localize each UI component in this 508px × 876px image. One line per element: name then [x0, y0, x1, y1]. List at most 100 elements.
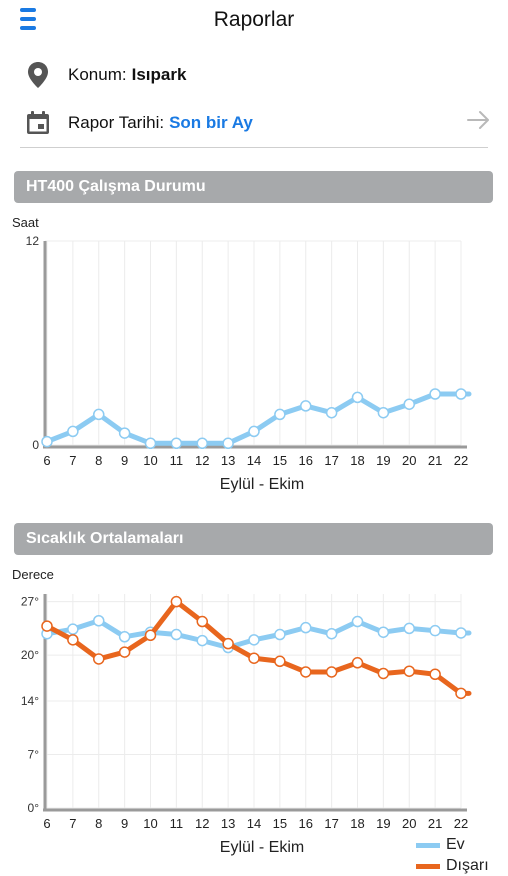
page-title: Raporlar	[213, 8, 295, 31]
data-point	[325, 666, 338, 678]
data-point	[248, 634, 260, 646]
x-tick-label: 14	[247, 453, 261, 468]
location-label: Konum:	[68, 65, 127, 84]
x-tick-label: 20	[402, 816, 416, 831]
data-point	[403, 665, 415, 677]
y-tick-label: 0	[32, 438, 39, 452]
divider	[20, 147, 488, 148]
data-point	[196, 437, 208, 450]
section-header-operation: HT400 Çalışma Durumu	[14, 171, 493, 203]
y-axis-unit-label: Saat	[12, 215, 39, 230]
data-point	[377, 406, 390, 419]
x-tick-label: 22	[454, 816, 468, 831]
data-point	[274, 408, 286, 421]
x-tick-label: 8	[95, 816, 102, 831]
data-point	[429, 388, 441, 400]
x-tick-label: 11	[170, 816, 184, 831]
x-tick-label: 20	[402, 453, 416, 468]
x-tick-label: 10	[143, 453, 157, 468]
data-point	[403, 622, 415, 635]
y-tick-label: 0°	[28, 801, 40, 815]
x-tick-label: 22	[454, 453, 468, 468]
y-tick-label: 27°	[21, 595, 39, 609]
x-tick-label: 6	[43, 816, 50, 831]
map-pin-icon	[24, 61, 52, 89]
legend-swatch-ev	[416, 842, 440, 848]
data-point	[170, 437, 183, 450]
legend-item-disari: Dışarı	[416, 857, 489, 875]
y-tick-label: 20°	[21, 648, 39, 662]
data-point	[274, 655, 286, 668]
data-point	[93, 408, 105, 421]
x-axis-label: Eylül - Ekim	[220, 476, 304, 493]
data-point	[325, 627, 338, 640]
data-point	[377, 667, 390, 680]
data-point	[300, 400, 312, 412]
data-point	[170, 628, 183, 641]
x-tick-label: 9	[121, 453, 128, 468]
hamburger-menu-icon[interactable]	[20, 6, 38, 32]
data-point	[67, 425, 79, 438]
legend-label-ev: Ev	[446, 836, 465, 853]
y-tick-label: 14°	[21, 694, 39, 708]
x-tick-label: 10	[143, 816, 157, 831]
data-point	[41, 435, 53, 448]
data-point	[93, 653, 105, 665]
data-point	[248, 425, 260, 438]
data-point	[118, 631, 131, 643]
data-point	[41, 620, 53, 632]
data-point	[222, 437, 234, 450]
x-tick-label: 16	[299, 453, 313, 468]
operation-chart: 12 0 6 7 8 9 10 11 12 13 14 15 16 17 18 19 20 21 22 Saat Eyl…	[0, 210, 508, 510]
x-tick-label: 17	[324, 816, 338, 831]
x-tick-label: 12	[195, 453, 209, 468]
data-point	[300, 621, 312, 634]
x-tick-label: 6	[43, 453, 50, 468]
data-point	[455, 388, 467, 400]
x-tick-label: 15	[273, 816, 287, 831]
data-point	[403, 398, 415, 410]
data-point	[67, 634, 79, 646]
x-tick-label: 14	[247, 816, 261, 831]
temperature-chart-svg: 27° 20° 14° 7° 0°6 7 8 9 10 11 12 13 14 15 16 17 18 19 20 2…	[12, 567, 472, 856]
series-line-1	[44, 599, 472, 696]
y-axis-unit-label: Derece	[12, 567, 54, 582]
x-tick-label: 18	[350, 453, 364, 468]
data-point	[222, 637, 234, 650]
legend-label-disari: Dışarı	[446, 857, 489, 874]
data-point	[351, 615, 364, 628]
data-point	[170, 595, 183, 608]
section-header-temperature: Sıcaklık Ortalamaları	[14, 523, 493, 555]
data-point	[196, 615, 208, 628]
x-tick-label: 21	[428, 816, 442, 831]
data-point	[455, 687, 467, 700]
data-point	[351, 657, 364, 669]
data-point	[300, 666, 312, 678]
temperature-chart: 27° 20° 14° 7° 0° 6 7 8 9 10 11 12 13 14 15 16 17 18 19 20 2…	[0, 562, 508, 866]
x-tick-label: 16	[299, 816, 313, 831]
legend-item-ev: Ev	[416, 836, 465, 854]
report-date-row[interactable]: Rapor Tarihi: Son bir Ay	[24, 108, 253, 138]
x-axis-label: Eylül - Ekim	[220, 839, 304, 856]
data-point	[455, 627, 467, 639]
data-point	[351, 391, 364, 404]
x-tick-label: 13	[221, 453, 235, 468]
data-point	[377, 626, 390, 638]
report-date-value[interactable]: Son bir Ay	[169, 113, 253, 132]
data-point	[144, 437, 157, 450]
data-point	[274, 628, 286, 641]
x-tick-label: 12	[195, 816, 209, 831]
data-point	[93, 615, 105, 627]
data-point	[248, 652, 260, 664]
location-value: Isıpark	[131, 65, 187, 84]
x-tick-label: 19	[376, 453, 390, 468]
x-tick-label: 13	[221, 816, 235, 831]
y-tick-label: 12	[26, 234, 40, 248]
x-tick-label: 7	[69, 453, 76, 468]
x-tick-label: 17	[324, 453, 338, 468]
x-tick-label: 15	[273, 453, 287, 468]
data-point	[118, 427, 131, 439]
x-tick-label: 9	[121, 816, 128, 831]
arrow-right-icon[interactable]	[464, 107, 494, 133]
legend-swatch-disari	[416, 863, 440, 869]
